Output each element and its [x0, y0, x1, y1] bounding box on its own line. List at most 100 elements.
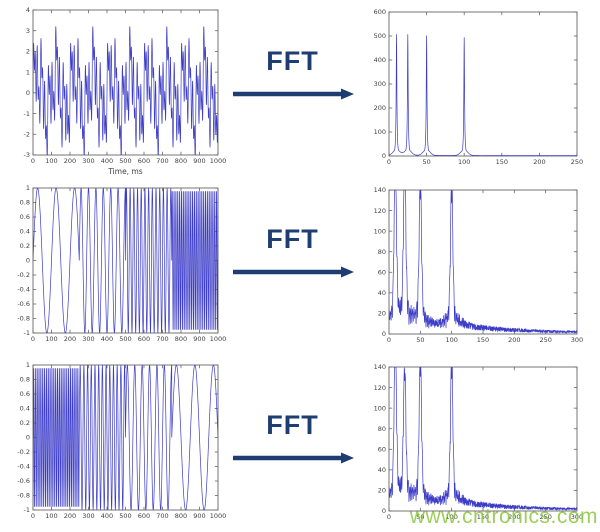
time-signal-chart-1: 0 100 200 300 400 500 600 700 800 900 1000 -3 -2 -1 0 1…: [24, 6, 227, 176]
svg-text:700: 700: [156, 157, 168, 165]
right-arrow-icon: [232, 266, 354, 278]
right-arrow-icon: [232, 88, 354, 100]
svg-text:-1: -1: [24, 506, 30, 514]
svg-text:250: 250: [539, 336, 551, 344]
svg-text:400: 400: [101, 157, 113, 165]
svg-text:400: 400: [101, 335, 113, 343]
svg-text:140: 140: [374, 186, 386, 194]
svg-text:0.6: 0.6: [20, 390, 30, 398]
svg-text:500: 500: [119, 335, 131, 343]
svg-text:300: 300: [82, 157, 94, 165]
spectrum-chart-1: 0 50 100 150 200 250 0 100 200 300 400 500 600: [374, 8, 584, 166]
svg-text:900: 900: [193, 157, 205, 165]
svg-text:0.6: 0.6: [20, 213, 30, 221]
svg-text:0: 0: [387, 158, 391, 166]
svg-text:250: 250: [571, 158, 583, 166]
svg-text:100: 100: [458, 158, 470, 166]
spectrum-plot-panel-3: 0 50 100 150 200 250 300 0 20 40 60 80 100 120 140: [355, 355, 600, 532]
svg-text:0: 0: [387, 336, 391, 344]
svg-text:80: 80: [378, 425, 386, 433]
svg-text:200: 200: [508, 336, 520, 344]
svg-text:-0.8: -0.8: [17, 315, 30, 323]
svg-text:100: 100: [45, 512, 57, 520]
svg-text:300: 300: [82, 512, 94, 520]
fft-label-3: FFT: [266, 410, 319, 440]
time-signal-chart-2: 0 100 200 300 400 500 600 700 800 900 1000 -1 -0.8 -0…: [17, 184, 226, 343]
svg-text:0.8: 0.8: [20, 199, 30, 207]
svg-text:150: 150: [477, 513, 489, 521]
svg-text:50: 50: [422, 158, 430, 166]
svg-text:150: 150: [477, 336, 489, 344]
svg-text:800: 800: [175, 335, 187, 343]
svg-text:200: 200: [64, 157, 76, 165]
time-signal-chart-3: 0 100 200 300 400 500 600 700 800 900 1000 -1 -0.8 -0…: [17, 361, 227, 520]
svg-text:-0.2: -0.2: [17, 271, 30, 279]
svg-text:100: 100: [374, 128, 386, 136]
svg-text:100: 100: [45, 335, 57, 343]
svg-text:100: 100: [445, 336, 457, 344]
watermark-text: www.cntronics.com: [409, 505, 598, 528]
svg-text:0: 0: [26, 257, 30, 265]
svg-text:2: 2: [26, 48, 30, 56]
svg-text:400: 400: [101, 512, 113, 520]
svg-text:0: 0: [26, 89, 30, 97]
svg-text:250: 250: [539, 513, 551, 521]
svg-text:500: 500: [119, 512, 131, 520]
svg-text:-0.4: -0.4: [17, 463, 30, 471]
svg-text:300: 300: [82, 335, 94, 343]
fft-block-2: FFT: [230, 224, 355, 280]
svg-text:40: 40: [378, 466, 386, 474]
svg-text:1: 1: [26, 361, 30, 369]
svg-text:200: 200: [64, 335, 76, 343]
svg-text:120: 120: [374, 384, 386, 392]
svg-text:1: 1: [26, 68, 30, 76]
svg-text:0: 0: [31, 335, 35, 343]
right-arrow-icon: [232, 452, 354, 464]
svg-text:800: 800: [175, 512, 187, 520]
svg-text:600: 600: [138, 512, 150, 520]
svg-text:120: 120: [374, 207, 386, 215]
svg-text:-0.4: -0.4: [17, 286, 30, 294]
svg-text:50: 50: [416, 513, 424, 521]
svg-text:20: 20: [378, 487, 386, 495]
svg-text:-1: -1: [24, 110, 30, 118]
svg-text:0: 0: [31, 157, 35, 165]
svg-text:400: 400: [374, 56, 386, 64]
svg-text:700: 700: [156, 335, 168, 343]
svg-text:0: 0: [382, 330, 386, 338]
fft-label-1: FFT: [266, 46, 319, 76]
svg-text:800: 800: [175, 157, 187, 165]
spectrum-chart-2: 0 50 100 150 200 250 300 0 20 40 60 80 100 120 140: [374, 186, 584, 344]
spectrum-plot-panel-2: 0 50 100 150 200 250 300 0 20 40 60 80 100 120 140: [355, 178, 600, 355]
time-plot-panel-2: 0 100 200 300 400 500 600 700 800 900 1000 -1 -0.8 -0…: [0, 178, 230, 360]
svg-text:4: 4: [26, 6, 30, 14]
svg-text:0.2: 0.2: [20, 419, 30, 427]
time-plot-panel-1: 0 100 200 300 400 500 600 700 800 900 1000 -3 -2 -1 0 1…: [0, 0, 230, 182]
svg-text:0: 0: [387, 513, 391, 521]
svg-text:Time, ms: Time, ms: [107, 167, 142, 176]
svg-text:0.4: 0.4: [20, 228, 30, 236]
svg-text:300: 300: [374, 80, 386, 88]
svg-text:1000: 1000: [210, 512, 227, 520]
svg-text:-0.6: -0.6: [17, 300, 30, 308]
svg-text:600: 600: [374, 8, 386, 16]
svg-text:-3: -3: [24, 151, 30, 159]
fft-block-1: FFT: [230, 46, 355, 102]
time-plot-panel-3: 0 100 200 300 400 500 600 700 800 900 1000 -1 -0.8 -0…: [0, 355, 230, 532]
svg-text:0: 0: [31, 512, 35, 520]
svg-text:-1: -1: [24, 329, 30, 337]
svg-text:1: 1: [26, 184, 30, 192]
svg-text:900: 900: [193, 512, 205, 520]
fft-label-2: FFT: [266, 224, 319, 254]
svg-text:0: 0: [382, 507, 386, 515]
svg-text:200: 200: [64, 512, 76, 520]
svg-text:-0.6: -0.6: [17, 477, 30, 485]
svg-text:200: 200: [374, 104, 386, 112]
svg-text:100: 100: [374, 227, 386, 235]
svg-text:0: 0: [26, 434, 30, 442]
svg-text:60: 60: [378, 445, 386, 453]
svg-text:200: 200: [508, 513, 520, 521]
svg-text:0.2: 0.2: [20, 242, 30, 250]
svg-text:-2: -2: [24, 130, 30, 138]
